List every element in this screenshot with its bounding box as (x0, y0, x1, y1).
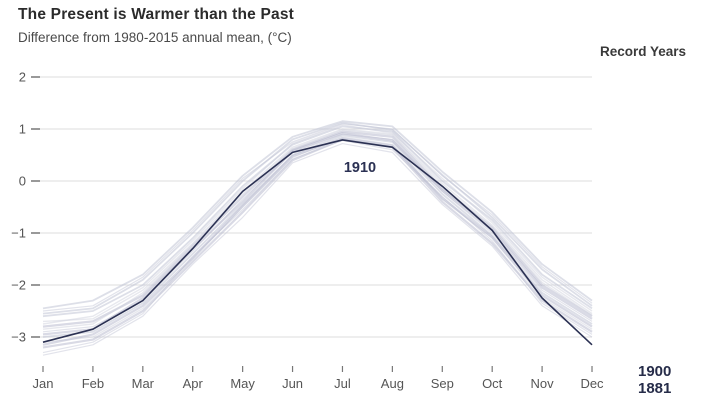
record-year-line (42, 134, 593, 338)
y-axis-label: −1 (11, 226, 26, 241)
record-year-line (42, 137, 593, 346)
x-axis-label: Jul (334, 376, 351, 391)
x-axis-label: Mar (132, 376, 155, 391)
y-axis-label: −2 (11, 278, 26, 293)
x-axis-label: Apr (183, 376, 204, 391)
x-axis-label: Jan (33, 376, 54, 391)
x-axis-label: Nov (531, 376, 555, 391)
x-axis-label: Oct (482, 376, 503, 391)
y-axis-label: 0 (19, 174, 26, 189)
record-year-item: 1900 (638, 363, 672, 380)
record-year-line (42, 132, 593, 336)
record-year-line (42, 120, 593, 310)
y-axis-label: −3 (11, 330, 26, 345)
record-year-line (42, 128, 593, 323)
chart-title: The Present is Warmer than the Past (18, 6, 295, 23)
record-years-heading: Record Years (600, 44, 687, 59)
x-axis-label: Aug (381, 376, 404, 391)
x-axis-label: May (230, 376, 255, 391)
record-year-line (42, 123, 593, 312)
record-year-list: 1900 1881 (638, 363, 671, 397)
record-year-line (42, 130, 593, 328)
highlight-year-label: 1910 (343, 160, 377, 176)
chart-subtitle: Difference from 1980-2015 annual mean, (… (18, 30, 292, 45)
record-year-line (42, 139, 593, 354)
highlight-year-line (42, 139, 593, 346)
record-year-line (42, 121, 593, 315)
x-axis-label: Jun (282, 376, 303, 391)
x-axis-label: Dec (580, 376, 604, 391)
y-axis-label: 1 (19, 122, 26, 137)
record-year-line (42, 125, 593, 318)
x-axis-label: Feb (82, 376, 104, 391)
record-year-line (42, 142, 593, 356)
record-year-item: 1881 (638, 380, 672, 397)
y-axis-label: 2 (19, 70, 26, 85)
x-axis-label: Sep (431, 376, 454, 391)
record-year-line (42, 124, 593, 325)
record-year-line (42, 129, 593, 330)
